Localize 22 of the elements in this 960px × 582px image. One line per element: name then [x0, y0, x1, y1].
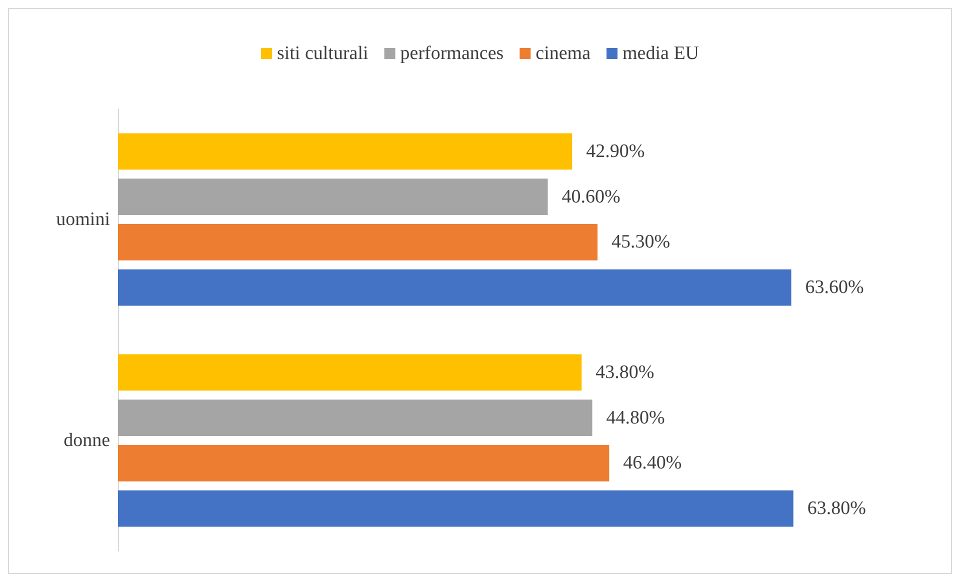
data-label: 46.40%	[623, 452, 682, 474]
y-tick-label: donne	[64, 430, 110, 451]
bar	[118, 400, 592, 436]
data-label: 40.60%	[562, 186, 621, 208]
bar	[118, 490, 794, 527]
data-label: 43.80%	[596, 362, 654, 383]
bar	[118, 133, 572, 170]
legend-label: cinema	[536, 43, 592, 64]
legend-label: performances	[400, 43, 504, 64]
data-label: 63.80%	[807, 498, 866, 520]
data-label: 63.60%	[805, 277, 864, 298]
legend-label: media EU	[622, 43, 700, 64]
data-label: 45.30%	[612, 232, 670, 253]
data-label: 44.80%	[606, 407, 665, 428]
bar	[118, 445, 610, 482]
data-label: 42.90%	[586, 140, 645, 162]
y-tick-label: uomini	[56, 209, 110, 230]
legend-label: siti culturali	[276, 43, 368, 64]
bar	[118, 354, 582, 391]
bar	[118, 224, 598, 260]
bar	[118, 269, 792, 306]
bar	[118, 178, 548, 215]
